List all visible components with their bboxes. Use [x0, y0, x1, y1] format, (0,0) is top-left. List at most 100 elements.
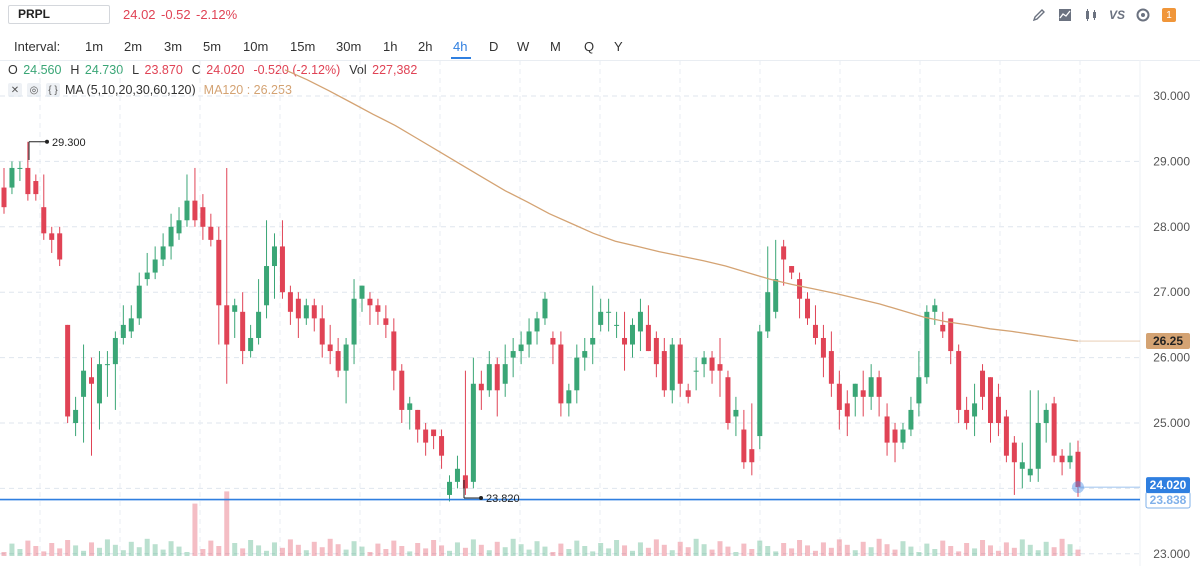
candle-body [1003, 416, 1009, 456]
candle-body [924, 311, 930, 378]
candle-body [399, 370, 405, 410]
candle-body [136, 285, 142, 319]
volume-bar [25, 540, 31, 556]
candle-body [184, 200, 190, 221]
volume-bar [65, 540, 71, 556]
candle-body [144, 272, 150, 280]
volume-bar [948, 546, 954, 556]
volume-bar [1075, 549, 1081, 556]
interval-W[interactable]: W [517, 39, 530, 54]
interval-30m[interactable]: 30m [336, 39, 362, 54]
volume-bar [828, 547, 834, 556]
interval-1m[interactable]: 1m [85, 39, 104, 54]
candle-body [542, 298, 548, 319]
line-price-tag: 23.838 [1150, 493, 1187, 507]
candle-body [940, 324, 946, 332]
volume-bar [1, 552, 7, 556]
candle-body [33, 181, 39, 195]
candle-body [1067, 455, 1073, 463]
volume-bar [81, 550, 87, 556]
code-braces-icon[interactable]: { } [46, 83, 60, 97]
volume-bar [89, 542, 95, 556]
volume-bar [836, 539, 842, 556]
volume-bar [192, 503, 198, 556]
interval-4h[interactable]: 4h [453, 39, 468, 54]
compare-vs-icon[interactable]: VS [1108, 8, 1125, 22]
candle-body [773, 279, 779, 312]
visibility-icon[interactable]: ◎ [27, 83, 41, 97]
volume-bar [399, 546, 405, 556]
interval-3m[interactable]: 3m [164, 39, 183, 54]
price-change-pct: -2.12% [196, 7, 238, 22]
volume-bar [327, 538, 333, 556]
candle-body [534, 318, 540, 332]
volume-bar [1003, 542, 1009, 556]
candle-body [645, 324, 651, 352]
volume-bar [518, 544, 524, 556]
interval-2h[interactable]: 2h [418, 39, 433, 54]
candle-body [1027, 468, 1033, 476]
candle-body [49, 233, 55, 240]
candle-body [65, 324, 71, 417]
interval-M[interactable]: M [550, 39, 561, 54]
y-tick-label: 30.000 [1153, 89, 1190, 103]
candle-body [160, 246, 166, 260]
volume-bar [622, 545, 628, 556]
volume-bar [987, 545, 993, 556]
volume-bar [375, 543, 381, 556]
low-annotation-dot [479, 496, 483, 500]
candle-body [367, 298, 373, 306]
candle-body [717, 364, 723, 371]
notification-badge-icon[interactable]: 1 [1156, 6, 1182, 24]
volume-bar [120, 550, 126, 556]
volume-bar [526, 549, 532, 556]
interval-D[interactable]: D [489, 39, 499, 54]
volume-bar [900, 541, 906, 556]
volume-bar [510, 538, 516, 556]
candle-body [295, 298, 301, 319]
candle-body [653, 337, 659, 365]
volume-bar [49, 543, 55, 556]
interval-15m[interactable]: 15m [290, 39, 316, 54]
candle-body [168, 226, 174, 247]
candle-body [431, 429, 437, 437]
candle-body [590, 337, 596, 345]
volume-bar [478, 544, 484, 556]
interval-1h[interactable]: 1h [383, 39, 398, 54]
settings-icon[interactable] [1130, 6, 1156, 24]
volume-bar [932, 549, 938, 556]
area-chart-icon[interactable] [1052, 6, 1078, 24]
volume-bar [1067, 544, 1073, 556]
volume-bar [765, 546, 771, 556]
close-icon[interactable]: ✕ [8, 83, 22, 97]
open-label: O [8, 63, 18, 77]
volume-bar [57, 548, 63, 556]
interval-2m[interactable]: 2m [124, 39, 143, 54]
volume-bar [677, 541, 683, 556]
volume-bar [773, 551, 779, 556]
top-bar: PRPL 24.02 -0.52 -2.12% VS 1 [0, 0, 1200, 30]
low-annotation-label: 23.820 [486, 493, 520, 505]
volume-bar [749, 549, 755, 556]
interval-Q[interactable]: Q [584, 39, 595, 54]
interval-5m[interactable]: 5m [203, 39, 222, 54]
volume-bar [1043, 541, 1049, 556]
volume-bar [343, 549, 349, 556]
candle-body [89, 377, 95, 384]
interval-Y[interactable]: Y [614, 39, 623, 54]
interval-10m[interactable]: 10m [243, 39, 269, 54]
symbol-input[interactable]: PRPL [8, 5, 110, 24]
volume-bar [200, 549, 206, 556]
y-tick-label: 25.000 [1153, 416, 1190, 430]
candle-body [73, 409, 79, 423]
candle-body [614, 324, 620, 326]
candle-body [478, 383, 484, 391]
pencil-icon[interactable] [1026, 6, 1052, 24]
y-tick-label: 28.000 [1153, 220, 1190, 234]
high-label: H [70, 63, 80, 77]
candles-icon[interactable] [1078, 6, 1104, 24]
candle-body [176, 220, 182, 234]
candle-body [232, 305, 238, 312]
volume-bar [295, 544, 301, 556]
